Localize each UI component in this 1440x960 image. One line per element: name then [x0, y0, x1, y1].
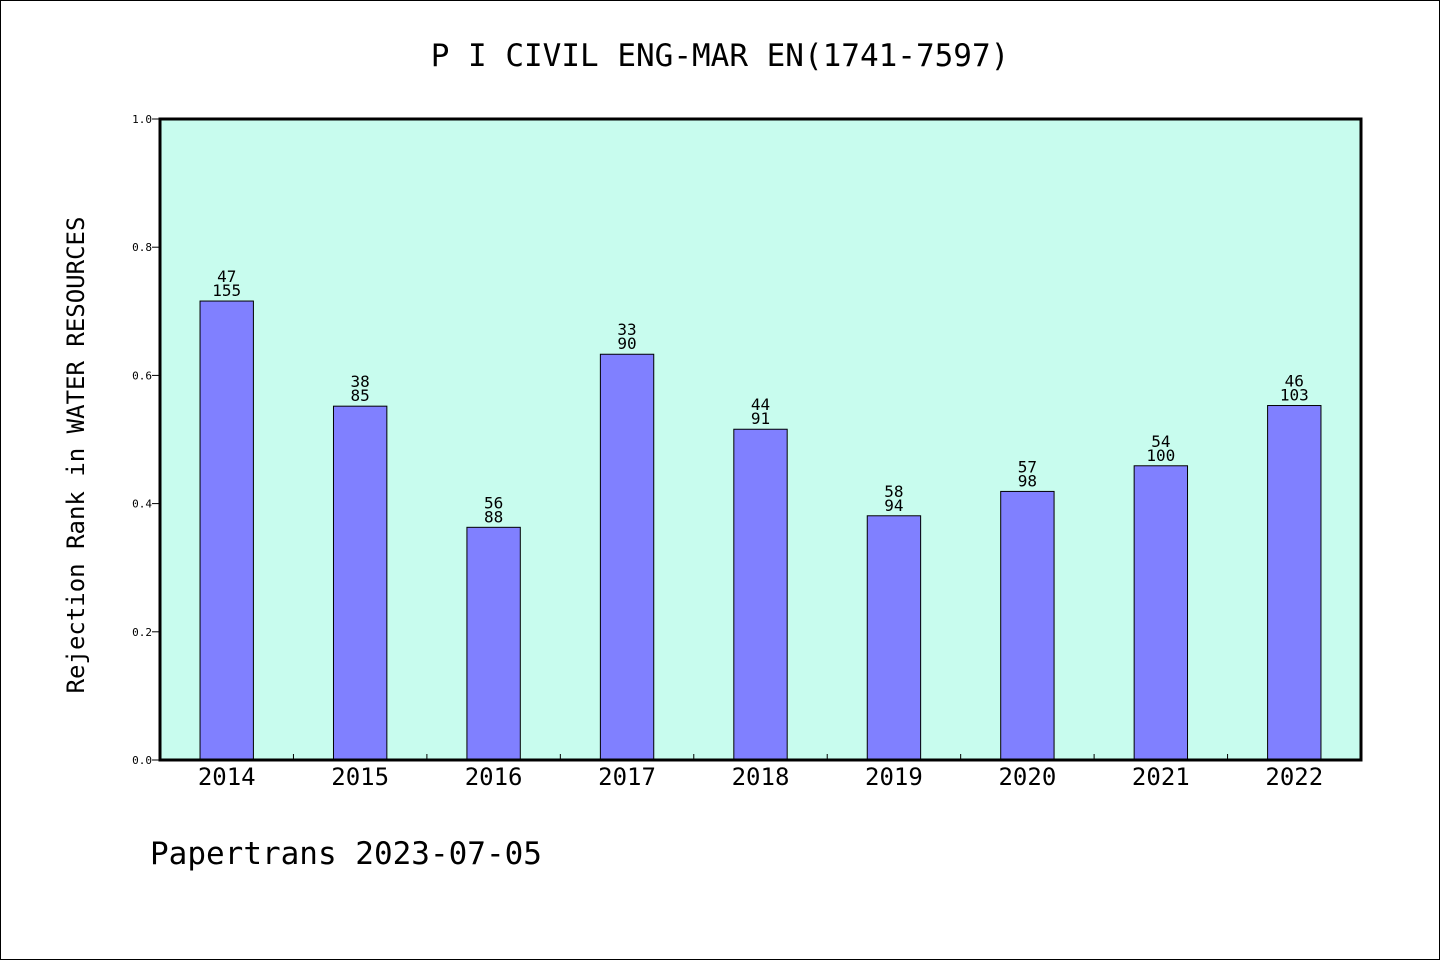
bar-label-top: 57	[1018, 457, 1037, 476]
bar-2016	[466, 526, 521, 761]
y-tick-label: 0.2	[132, 626, 152, 639]
bar-label-bottom: 98	[1018, 471, 1037, 490]
footer-text: Papertrans 2023-07-05	[150, 836, 542, 872]
bar-label-bottom: 90	[617, 334, 636, 353]
bar-label-bottom: 94	[884, 496, 903, 515]
bar-label-bottom: 100	[1146, 446, 1175, 465]
x-tick-label: 2019	[865, 763, 923, 791]
x-tick-label: 2015	[331, 763, 389, 791]
bar-label-bottom: 91	[751, 409, 770, 428]
bar-2014	[199, 300, 254, 761]
bar-label-top: 56	[484, 493, 503, 512]
x-tick-label: 2016	[465, 763, 523, 791]
y-tick-label: 0.8	[132, 241, 152, 254]
bar-2018	[733, 428, 788, 761]
x-tick-label: 2021	[1132, 763, 1190, 791]
bar-2017	[599, 353, 655, 761]
x-tick-label: 2018	[732, 763, 790, 791]
plot-border	[158, 117, 1363, 762]
bar-label-top: 33	[617, 320, 636, 339]
bar-label-top: 46	[1285, 372, 1304, 391]
bar-label-bottom: 155	[212, 281, 241, 300]
y-axis: 0.0 0.2 0.4 0.6 0.8 1.0	[132, 113, 160, 767]
bar-label-bottom: 88	[484, 507, 503, 526]
chart-title: P I CIVIL ENG-MAR EN(1741-7597)	[431, 38, 1010, 74]
y-tick-label: 0.6	[132, 369, 152, 382]
y-tick-label: 0.4	[132, 498, 152, 511]
bar-2022	[1267, 405, 1322, 761]
x-tick-label: 2017	[598, 763, 656, 791]
x-tick-label: 2020	[998, 763, 1056, 791]
bar-2015	[332, 405, 388, 761]
y-tick-label: 0.0	[132, 754, 152, 767]
bar-label-top: 44	[751, 395, 770, 414]
bar-2020	[1000, 490, 1055, 761]
bar-2019	[866, 515, 922, 761]
bar-label-top: 38	[351, 372, 370, 391]
x-tick-label: 2014	[198, 763, 256, 791]
bar-2021	[1133, 465, 1189, 761]
x-axis: 2014 2015 2016 2017 2018 2019 2020 2021 2022	[198, 754, 1323, 791]
bar-label-bottom: 85	[351, 386, 370, 405]
x-tick-label: 2022	[1265, 763, 1323, 791]
bar-label-top: 47	[217, 267, 236, 286]
y-axis-label: Rejection Rank in WATER RESOURCES	[62, 217, 90, 694]
bar-label-top: 58	[884, 482, 903, 501]
bars-group	[199, 300, 1322, 761]
bar-label-top: 54	[1151, 432, 1170, 451]
y-tick-label: 1.0	[132, 113, 152, 126]
bar-label-bottom: 103	[1280, 386, 1309, 405]
